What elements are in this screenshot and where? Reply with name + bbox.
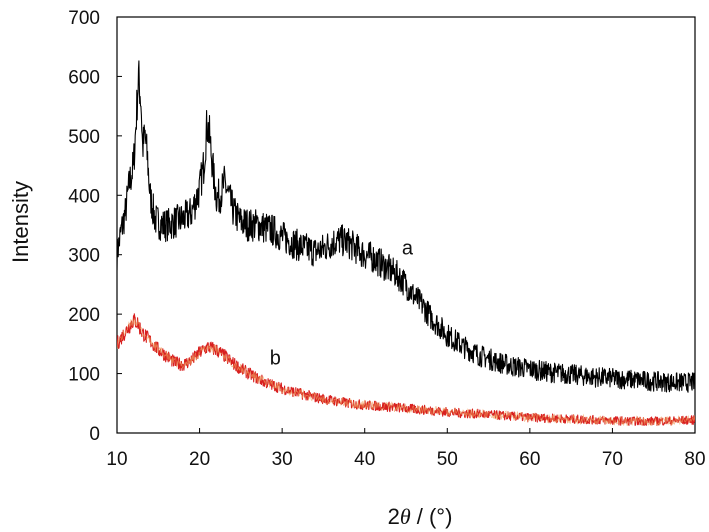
y-tick-label: 100	[68, 365, 100, 386]
x-axis-ticks: 10 20 30 40 50 60 70 80	[106, 428, 706, 470]
x-axis-title-suffix: / (°)	[411, 504, 453, 529]
y-tick-label: 200	[68, 305, 100, 326]
y-tick-label: 400	[68, 186, 100, 207]
plot-frame	[116, 16, 696, 434]
series-a	[117, 60, 695, 393]
y-tick-label: 600	[68, 67, 100, 88]
x-axis-title-prefix: 2	[388, 504, 400, 529]
x-tick-label: 80	[684, 449, 705, 470]
y-axis-title: Intensity	[8, 181, 33, 263]
y-tick-label: 700	[68, 8, 100, 29]
x-axis-title: 2θ / (°)	[388, 504, 453, 529]
x-tick-label: 30	[272, 449, 293, 470]
y-tick-label: 300	[68, 246, 100, 267]
series-label-b: b	[270, 348, 281, 370]
x-tick-label: 70	[602, 449, 623, 470]
y-tick-label: 500	[68, 127, 100, 148]
plot-area: ab	[116, 16, 696, 434]
x-axis-title-symbol: θ	[400, 504, 411, 529]
y-axis-ticks: 0 100 200 300 400 500 600 700	[68, 8, 122, 445]
x-tick-label: 20	[189, 449, 210, 470]
y-tick-label: 0	[89, 424, 100, 445]
x-tick-label: 60	[519, 449, 540, 470]
x-tick-label: 40	[354, 449, 375, 470]
series-line-a	[117, 60, 695, 393]
series-label-a: a	[402, 238, 414, 260]
x-tick-label: 50	[437, 449, 458, 470]
x-tick-label: 10	[106, 449, 127, 470]
series-b	[117, 313, 695, 427]
series-line-b-overlay	[117, 318, 695, 427]
